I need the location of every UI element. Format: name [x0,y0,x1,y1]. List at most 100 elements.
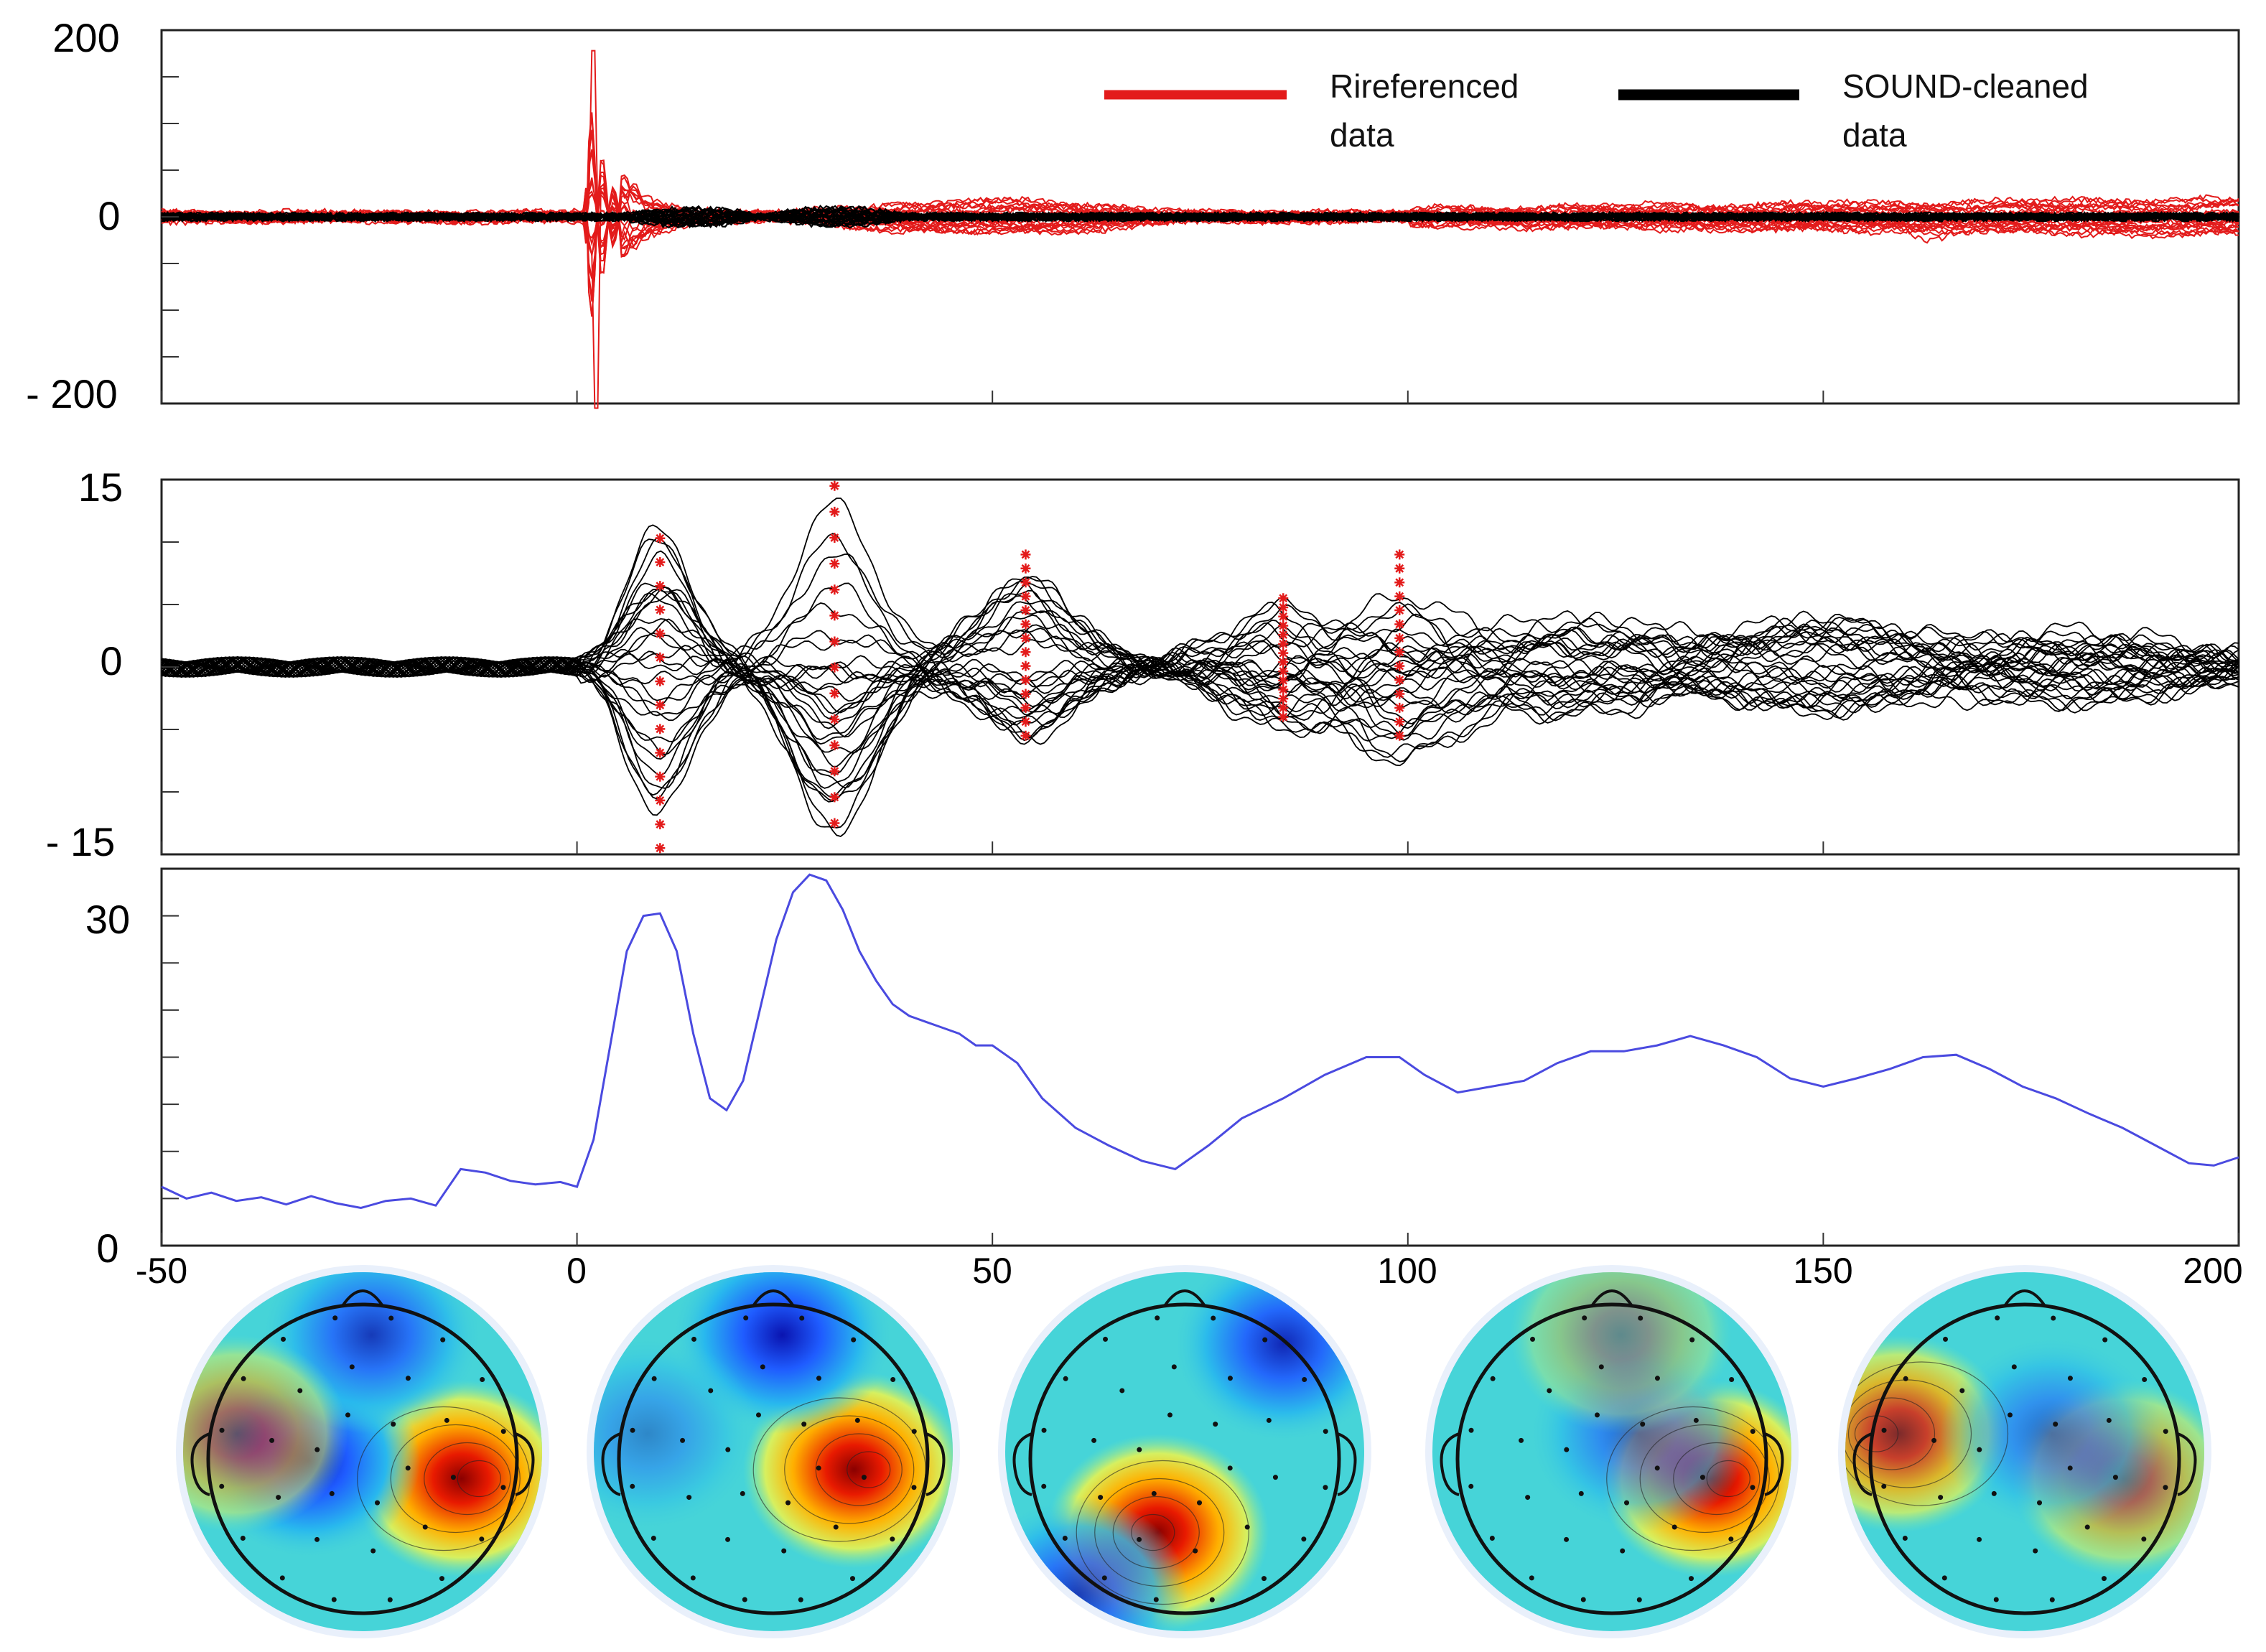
electrode-dot [1519,1437,1524,1443]
electrode-dot [1137,1536,1142,1542]
peak-channel-marker [829,506,840,517]
trace-group [161,50,2239,409]
legend-label-sound-line1: SOUND-cleaned [1842,67,2089,105]
electrode-dot [314,1536,320,1542]
left-ear-outline [1440,1432,1460,1496]
electrode-dot [911,1485,917,1490]
electrode-dot [1693,1417,1699,1423]
electrode-dot [281,1336,286,1342]
electrode-dot [890,1536,895,1542]
electrode-dot [370,1548,376,1554]
contour-line [1706,1460,1750,1498]
x-tick-label-50: 50 [972,1251,1012,1291]
peak-channel-marker [1394,717,1405,727]
electrode-dot [781,1548,787,1554]
electrode-dot [1688,1576,1694,1582]
electrode-dot [742,1597,747,1602]
peak-channel-marker [655,581,666,592]
electrode-dot [816,1465,821,1471]
peak-channel-marker [1020,577,1031,588]
y-tick-label-bottom: - 15 [46,819,116,864]
peak-channel-marker [655,795,666,806]
electrode-dot [1193,1548,1198,1554]
electrode-dot [479,1536,485,1542]
peak-channel-marker [829,559,840,569]
electrode-dot [1211,1315,1216,1321]
eeg-channel-trace [161,630,2239,758]
electrode-dot [1594,1412,1600,1418]
electrode-dot [2163,1485,2168,1490]
electrode-dot [405,1465,411,1471]
y-tick-label-top: 15 [78,465,123,510]
electrode-dot [1654,1376,1660,1381]
right-ear-outline [925,1432,946,1496]
electrode-dot [1671,1524,1677,1530]
electrode-dot [1489,1535,1495,1541]
peak-channel-marker [829,740,840,751]
electrode-dot [1530,1336,1536,1342]
nose-outline [1590,1289,1633,1307]
peak-channel-marker [655,556,666,567]
contour-line [424,1442,511,1516]
peak-channel-marker [1020,633,1031,643]
legend-label-sound-line2: data [1842,116,1907,154]
peak-channel-marker [1278,638,1289,649]
electrode-dot [1213,1422,1218,1427]
rereferenced-channel-trace [161,176,2239,256]
electrode-dot [1700,1475,1705,1480]
electrode-dot [480,1377,485,1383]
electrode-dot [2037,1500,2043,1506]
peak-channel-marker [1020,619,1031,630]
panel-topoplots [176,1265,2211,1638]
electrode-dot [1529,1575,1534,1581]
topomap-10ms [176,1265,549,1638]
electrode-dot [1227,1465,1233,1471]
peak-channel-marker [655,676,666,686]
right-ear-outline [1764,1432,1784,1496]
legend-label-rereferenced-line1: Rireferenced [1330,67,1519,105]
peak-channel-marker [1394,661,1405,671]
contour-line [1847,1397,1936,1470]
electrode-dot [2067,1376,2073,1381]
topomap-field [183,1272,542,1631]
tick-marks [161,76,2239,403]
electrode-dot [708,1388,714,1394]
peak-channel-marker [1020,730,1031,741]
x-tick-label-150: 150 [1793,1251,1852,1291]
electrode-dot [1468,1483,1474,1489]
electrode-dot [2084,1524,2090,1530]
electrode-dot [1654,1465,1660,1471]
eeg-channel-trace [161,602,2239,726]
electrode-dot [1262,1337,1268,1343]
electrode-dot [297,1388,303,1394]
peak-channel-marker [1394,549,1405,560]
electrode-dot [1098,1495,1104,1501]
electrode-dot [1525,1495,1531,1501]
electrode-dot [2033,1548,2038,1554]
panel-global-field-power: 30 0 -50 0 50 100 150 200 [85,867,2243,1291]
peak-channel-marker [1394,577,1405,588]
peak-channel-marker [1394,633,1405,643]
electrode-dot [725,1536,731,1542]
electrode-dot [219,1483,225,1489]
peak-channel-marker [1394,605,1405,616]
electrode-dot [219,1427,225,1433]
contour-line [457,1460,501,1498]
electrode-dot [1137,1447,1142,1452]
topomap-99ms [1838,1265,2211,1638]
electrode-dot [651,1376,657,1381]
peak-channel-marker [655,819,666,830]
electrode-dot [1119,1388,1125,1394]
x-tick-label-0: 0 [566,1251,587,1291]
electrode-dot [1750,1429,1756,1434]
electrode-dot [1323,1485,1328,1490]
peak-channel-marker [829,584,840,595]
peak-channel-marker [1020,591,1031,602]
eeg-channel-trace [161,617,2239,767]
nose-outline [341,1289,384,1307]
peak-channel-marker [655,747,666,758]
electrode-dot [755,1412,761,1418]
electrode-dot [1938,1495,1944,1501]
electrode-dot [740,1490,745,1496]
